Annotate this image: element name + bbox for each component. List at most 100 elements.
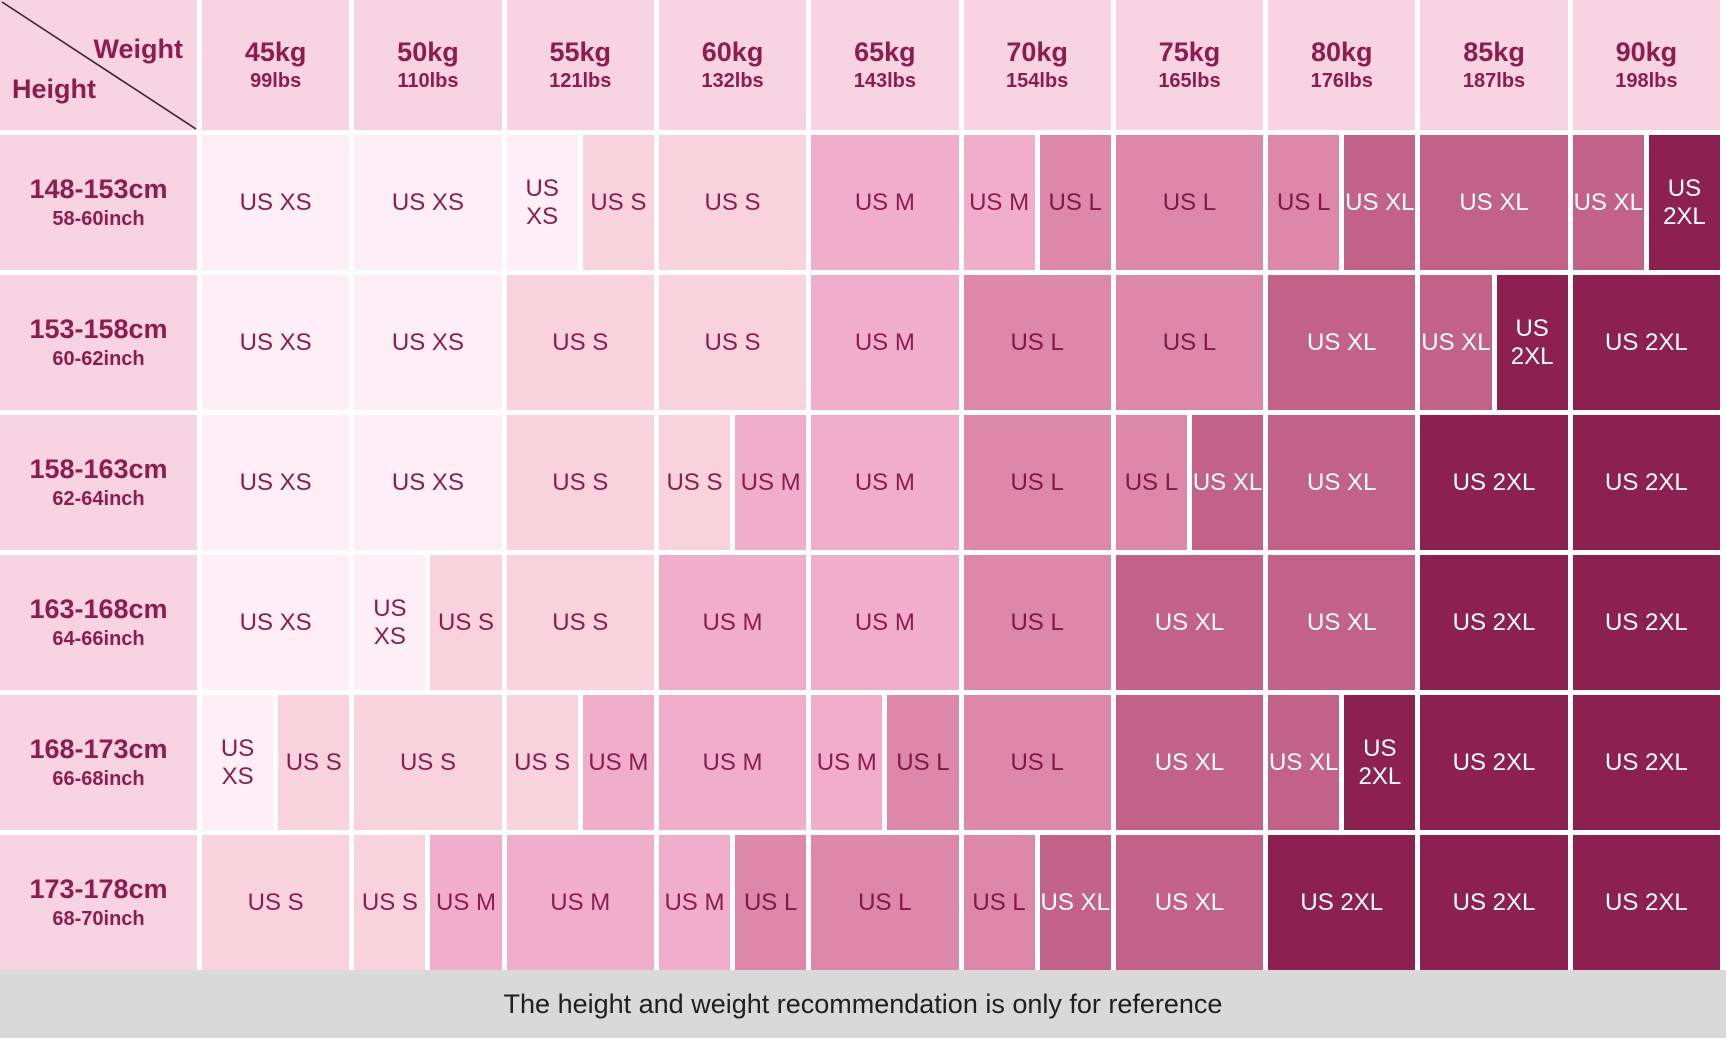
size-cell: US XL US 2XL	[1420, 275, 1568, 410]
size-segment: US L	[963, 695, 1111, 830]
size-cell: US S	[506, 275, 654, 410]
size-cell: US S US M	[354, 835, 502, 970]
size-segment: US XS	[202, 135, 350, 270]
cm-label: 148-153cm	[29, 174, 168, 205]
lbs-label: 132lbs	[701, 70, 764, 93]
size-segment: US S	[202, 835, 350, 970]
kg-label: 70kg	[1006, 36, 1068, 67]
cm-label: 163-168cm	[29, 594, 168, 625]
size-cell: US L	[963, 555, 1111, 690]
size-cell: US XL	[1115, 695, 1264, 830]
size-segment: US M	[811, 415, 959, 550]
inch-label: 66-68inch	[52, 767, 145, 790]
cm-label: 173-178cm	[29, 874, 168, 905]
size-cell: US S	[202, 835, 350, 970]
kg-label: 85kg	[1463, 36, 1525, 67]
size-cell: US M	[658, 555, 807, 690]
size-segment: US M	[658, 555, 807, 690]
size-segment: US XS	[506, 135, 578, 270]
size-cell: US M	[506, 835, 654, 970]
size-cell: US 2XL	[1420, 835, 1568, 970]
size-cell: US M US L	[658, 835, 807, 970]
size-segment: US XL	[1191, 415, 1264, 550]
size-segment: US S	[278, 695, 350, 830]
size-segment: US L	[1039, 135, 1111, 270]
size-segment: US 2XL	[1648, 135, 1720, 270]
size-segment: US M	[811, 695, 883, 830]
size-cell: US XL	[1115, 555, 1264, 690]
size-segment: US 2XL	[1420, 555, 1568, 690]
size-cell: US XL	[1268, 415, 1416, 550]
height-row-label: 168-173cm 66-68inch	[0, 695, 197, 830]
size-segment: US XS	[354, 555, 426, 690]
size-segment: US 2XL	[1420, 415, 1568, 550]
weight-header: 65kg 143lbs	[811, 0, 959, 130]
size-segment: US M	[506, 835, 654, 970]
weight-header: 80kg 176lbs	[1268, 0, 1416, 130]
size-segment: US S	[658, 275, 807, 410]
size-segment: US L	[963, 275, 1111, 410]
lbs-label: 198lbs	[1615, 70, 1678, 93]
size-segment: US XS	[202, 695, 274, 830]
size-segment: US 2XL	[1420, 695, 1568, 830]
height-row-label: 153-158cm 60-62inch	[0, 275, 197, 410]
size-segment: US 2XL	[1268, 835, 1416, 970]
height-row-label: 158-163cm 62-64inch	[0, 415, 197, 550]
kg-label: 65kg	[854, 36, 916, 67]
size-cell: US XS	[202, 555, 350, 690]
size-segment: US XS	[354, 135, 502, 270]
size-cell: US XL US 2XL	[1572, 135, 1720, 270]
size-cell: US M	[811, 415, 959, 550]
height-axis-label: Height	[12, 74, 96, 104]
size-segment: US 2XL	[1420, 835, 1568, 970]
inch-label: 68-70inch	[52, 907, 145, 930]
lbs-label: 187lbs	[1462, 70, 1526, 93]
size-cell: US XS	[354, 275, 502, 410]
diagonal-line	[1, 1, 197, 130]
size-cell: US XS US S	[506, 135, 654, 270]
size-segment: US S	[506, 555, 654, 690]
size-segment: US S	[354, 695, 502, 830]
size-segment: US M	[735, 415, 807, 550]
size-cell: US XS US S	[354, 555, 502, 690]
size-cell: US S US M	[506, 695, 654, 830]
inch-label: 58-60inch	[52, 207, 145, 230]
weight-header: 75kg 165lbs	[1115, 0, 1264, 130]
size-segment: US XL	[1268, 275, 1416, 410]
size-segment: US XS	[354, 275, 502, 410]
size-cell: US S US M	[658, 415, 807, 550]
size-segment: US 2XL	[1496, 275, 1568, 410]
size-segment: US L	[735, 835, 807, 970]
size-segment: US S	[658, 415, 731, 550]
size-cell: US 2XL	[1572, 555, 1720, 690]
size-segment: US XL	[1268, 695, 1340, 830]
kg-label: 80kg	[1310, 36, 1373, 67]
size-cell: US XS US S	[202, 695, 350, 830]
size-cell: US XS	[202, 415, 350, 550]
lbs-label: 121lbs	[549, 70, 612, 93]
size-cell: US L US XL	[1115, 415, 1264, 550]
size-segment: US 2XL	[1344, 695, 1416, 830]
size-segment: US S	[658, 135, 807, 270]
size-segment: US M	[582, 695, 654, 830]
cm-label: 153-158cm	[29, 314, 168, 345]
size-cell: US M	[811, 275, 959, 410]
size-segment: US XL	[1115, 835, 1264, 970]
size-cell: US 2XL	[1572, 835, 1720, 970]
size-cell: US 2XL	[1572, 415, 1720, 550]
size-cell: US XL	[1268, 275, 1416, 410]
lbs-label: 99lbs	[250, 70, 302, 93]
size-cell: US L	[1115, 275, 1264, 410]
size-segment: US 2XL	[1572, 275, 1720, 410]
size-segment: US S	[354, 835, 426, 970]
kg-label: 90kg	[1615, 36, 1678, 67]
size-segment: US XS	[354, 415, 502, 550]
lbs-label: 154lbs	[1006, 70, 1069, 93]
lbs-label: 165lbs	[1158, 70, 1221, 93]
size-cell: US M	[811, 555, 959, 690]
size-cell: US L	[963, 695, 1111, 830]
size-segment: US XL	[1039, 835, 1111, 970]
size-cell: US L US XL	[1268, 135, 1416, 270]
size-segment: US S	[506, 415, 654, 550]
